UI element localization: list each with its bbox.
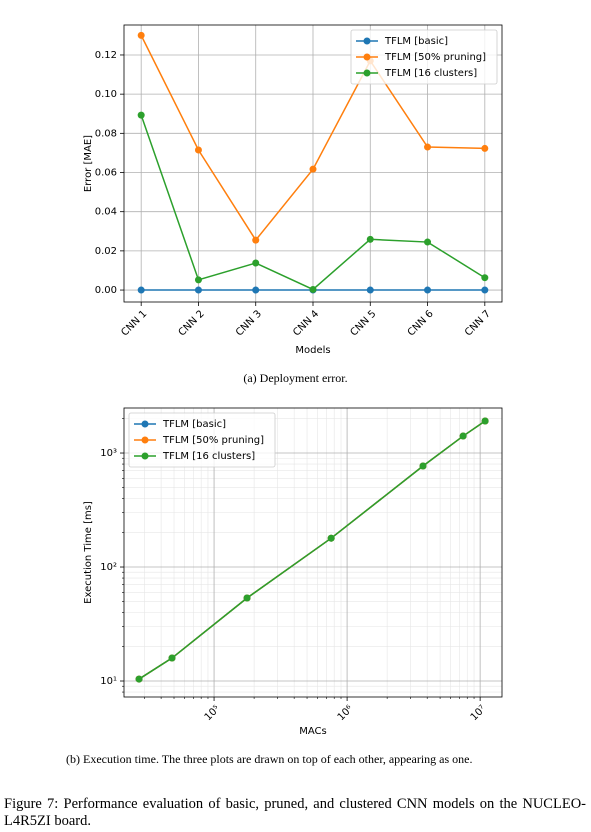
y-tick-label: 10³ [100,448,117,459]
legend-marker [141,452,149,460]
data-point [366,286,374,294]
data-point [137,111,145,119]
y-axis-label: Error [MAE] [83,135,94,192]
data-point [424,143,432,151]
x-tick-label: CNN 5 [348,308,378,338]
data-point [327,534,335,542]
y-tick-label: 0.00 [95,285,117,296]
legend-label: TFLM [16 clusters] [162,451,255,462]
legend-label: TFLM [50% pruning] [384,52,486,63]
data-point [481,417,489,425]
legend-label: TFLM [basic] [162,419,226,430]
legend-marker [141,436,149,444]
data-point [243,594,251,602]
x-tick-label: 10⁶ [336,703,356,723]
legend-box [350,29,498,85]
data-point [481,144,489,152]
plot-frame [123,24,503,303]
data-point [366,235,374,243]
x-tick-label: CNN 1 [119,308,149,338]
data-point [419,462,427,470]
caption-b: (b) Execution time. The three plots are … [66,752,473,766]
legend-label: TFLM [16 clusters] [384,68,477,79]
y-tick-label: 0.06 [95,168,117,179]
data-point [481,274,489,282]
data-point [137,31,145,39]
data-point [309,165,317,173]
x-tick-label: CNN 6 [406,308,436,338]
plot-frame [123,407,503,698]
y-tick-label: 0.08 [95,128,117,139]
legend-label: TFLM [basic] [384,36,448,47]
x-tick-label: CNN 3 [234,308,264,338]
y-axis-label: Execution Time [ms] [83,501,94,604]
caption-a: (a) Deployment error. [243,371,348,385]
data-point [252,286,260,294]
data-point [252,236,260,244]
figure-caption: Figure 7: Performance evaluation of basi… [4,796,586,829]
x-tick-label: 10⁷ [469,703,489,723]
data-point [194,276,202,284]
y-tick-label: 10² [100,562,117,573]
y-tick-label: 0.04 [95,207,117,218]
legend-marker [363,69,371,77]
legend-marker [363,53,371,61]
data-point [309,285,317,293]
y-tick-label: 0.12 [95,50,117,61]
x-tick-label: 10⁵ [203,703,223,723]
figure: 0.00 0.02 0.04 0.06 0.08 0.10 0.12 CNN 1 CNN 2 CN… [83,24,503,737]
data-point [459,432,467,440]
y-tick-label: 10¹ [100,676,117,687]
x-axis-label: MACs [299,726,327,737]
data-point [424,286,432,294]
data-point [194,146,202,154]
x-tick-label: CNN 2 [177,308,207,338]
legend-marker [141,420,149,428]
legend-marker [363,37,371,45]
legend-label: TFLM [50% pruning] [162,435,264,446]
x-tick-label: CNN 4 [291,308,321,338]
y-tick-label: 0.10 [95,89,117,100]
data-point [137,286,145,294]
x-tick-label: CNN 7 [463,308,493,338]
y-tick-label: 0.02 [95,246,117,257]
data-point [481,286,489,294]
legend-box [128,412,276,468]
data-point [168,654,176,662]
data-point [424,238,432,246]
x-axis-label: Models [295,345,330,356]
data-point [252,259,260,267]
data-point [194,286,202,294]
data-point [135,675,143,683]
